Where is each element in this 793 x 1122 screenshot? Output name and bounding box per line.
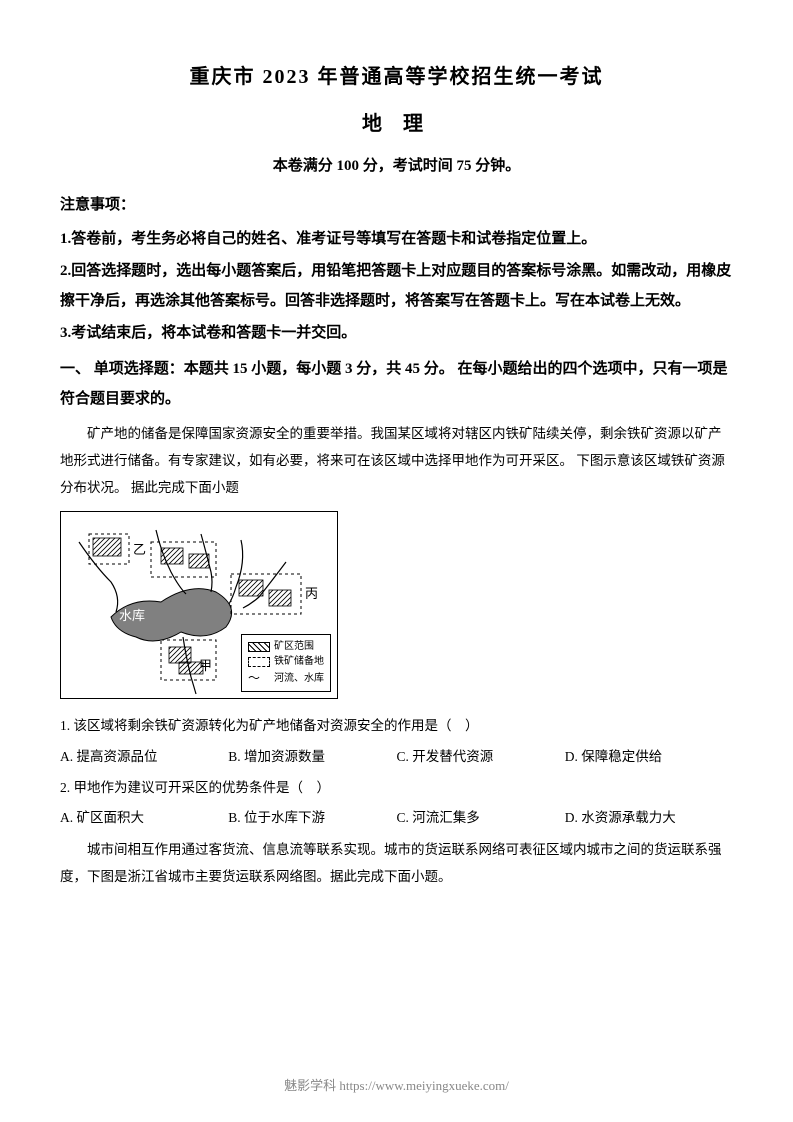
passage-2: 城市间相互作用通过客货流、信息流等联系实现。城市的货运联系网络可表征区域内城市之… (60, 836, 733, 890)
q2-option-d: D. 水资源承载力大 (565, 806, 733, 826)
exam-score-time: 本卷满分 100 分，考试时间 75 分钟。 (60, 154, 733, 175)
map-figure: 乙 水库 丙 甲 矿区范围 铁矿储备地 ～ 河流、水库 (60, 511, 338, 699)
legend-swatch-hatched (248, 642, 270, 652)
page-footer: 魅影学科 https://www.meiyingxueke.com/ (0, 1075, 793, 1094)
notice-item-1: 1.答卷前，考生务必将自己的姓名、准考证号等填写在答题卡和试卷指定位置上。 (60, 224, 733, 254)
q2-option-c: C. 河流汇集多 (397, 806, 565, 826)
legend-swatch-river: ～ (248, 669, 270, 687)
notice-item-3: 3.考试结束后，将本试卷和答题卡一并交回。 (60, 318, 733, 348)
map-label-reservoir: 水库 (119, 608, 145, 623)
notice-item-2: 2.回答选择题时，选出每小题答案后，用铅笔把答题卡上对应题目的答案标号涂黑。如需… (60, 256, 733, 316)
q1-option-d: D. 保障稳定供给 (565, 745, 733, 765)
question-1-text: 1. 该区域将剩余铁矿资源转化为矿产地储备对资源安全的作用是（ ） (60, 713, 733, 739)
q1-option-a: A. 提高资源品位 (60, 745, 228, 765)
legend-row-chubei: 铁矿储备地 (248, 654, 324, 669)
legend-swatch-dashed (248, 657, 270, 667)
map-label-bing: 丙 (305, 586, 318, 601)
legend-row-kuangqu: 矿区范围 (248, 639, 324, 654)
question-1-options: A. 提高资源品位 B. 增加资源数量 C. 开发替代资源 D. 保障稳定供给 (60, 745, 733, 765)
map-legend: 矿区范围 铁矿储备地 ～ 河流、水库 (241, 634, 331, 692)
legend-label-heliu: 河流、水库 (274, 671, 324, 686)
map-label-yi: 乙 (133, 542, 146, 557)
legend-label-chubei: 铁矿储备地 (274, 654, 324, 669)
q2-option-b: B. 位于水库下游 (228, 806, 396, 826)
exam-title-subject: 地 理 (60, 107, 733, 136)
legend-label-kuangqu: 矿区范围 (274, 639, 314, 654)
q2-option-a: A. 矿区面积大 (60, 806, 228, 826)
question-2-text: 2. 甲地作为建议可开采区的优势条件是（ ） (60, 775, 733, 801)
question-2-options: A. 矿区面积大 B. 位于水库下游 C. 河流汇集多 D. 水资源承载力大 (60, 806, 733, 826)
q1-option-b: B. 增加资源数量 (228, 745, 396, 765)
notice-heading: 注意事项： (60, 193, 733, 214)
q1-option-c: C. 开发替代资源 (397, 745, 565, 765)
map-label-jia: 甲 (199, 658, 212, 673)
passage-1: 矿产地的储备是保障国家资源安全的重要举措。我国某区域将对辖区内铁矿陆续关停，剩余… (60, 420, 733, 501)
exam-title-main: 重庆市 2023 年普通高等学校招生统一考试 (60, 60, 733, 89)
legend-row-heliu: ～ 河流、水库 (248, 669, 324, 687)
section-one-heading: 一、 单项选择题：本题共 15 小题，每小题 3 分，共 45 分。 在每小题给… (60, 354, 733, 414)
